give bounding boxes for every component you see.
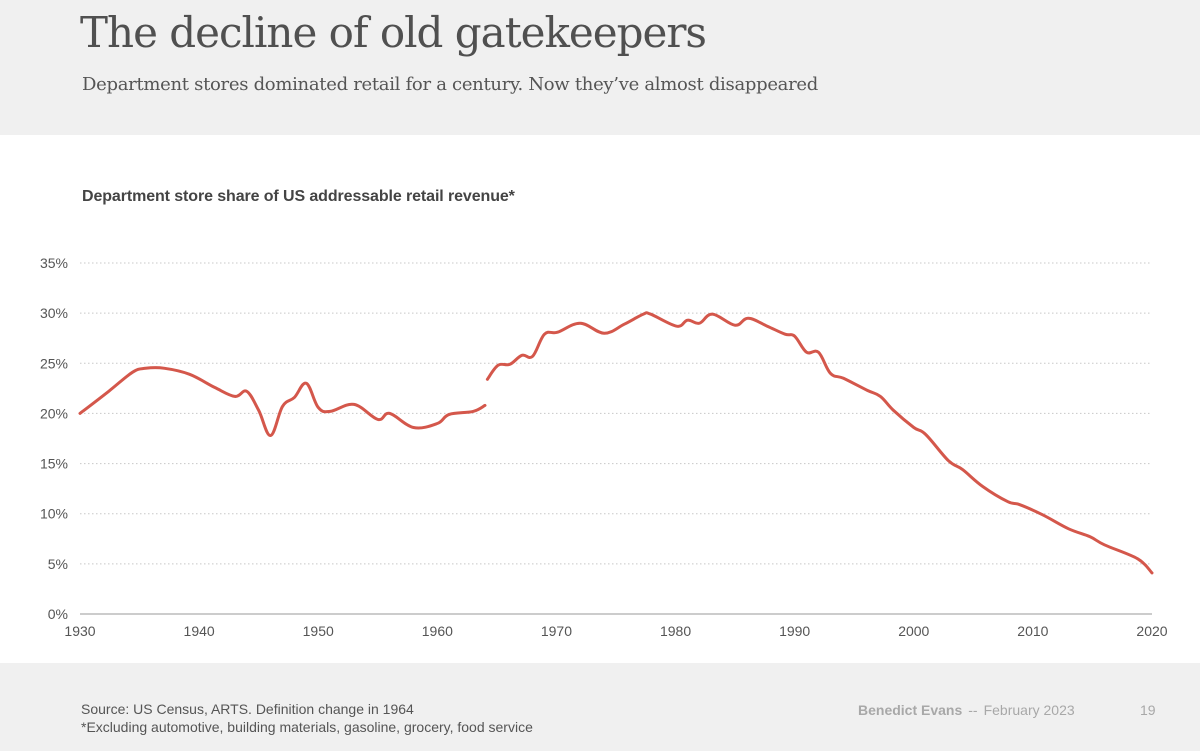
chart-panel: Department store share of US addressable… <box>0 135 1200 663</box>
x-tick-label: 1960 <box>422 623 453 639</box>
slide-footer: Source: US Census, ARTS. Definition chan… <box>0 663 1200 751</box>
y-axis-ticks: 0% 5% 10% 15% 20% 25% 30% 35% <box>40 255 68 622</box>
byline-separator: -- <box>968 702 978 718</box>
x-tick-label: 1930 <box>64 623 95 639</box>
y-tick-label: 20% <box>40 405 68 421</box>
source-text: Source: US Census, ARTS. Definition chan… <box>81 701 414 717</box>
y-tick-label: 30% <box>40 305 68 321</box>
y-tick-label: 5% <box>48 556 68 572</box>
slide-subtitle: Department stores dominated retail for a… <box>82 74 818 95</box>
x-tick-label: 2020 <box>1136 623 1167 639</box>
y-tick-label: 10% <box>40 506 68 522</box>
source-note: Source: US Census, ARTS. Definition chan… <box>81 700 533 736</box>
series-line-pre-1964 <box>78 366 487 437</box>
y-tick-label: 0% <box>48 606 68 622</box>
slide-header: The decline of old gatekeepers Departmen… <box>0 0 1200 135</box>
gridlines <box>80 262 1152 615</box>
y-tick-label: 25% <box>40 355 68 371</box>
x-axis-ticks: 1930 1940 1950 1960 1970 1980 1990 2000 2010 2020 <box>64 623 1167 639</box>
slide-title: The decline of old gatekeepers <box>80 8 707 57</box>
series-lines <box>78 311 1154 575</box>
line-chart: 0%5%10%15%20%25%30%35% 1930 1940 1950 1960 1… <box>40 255 1168 639</box>
publish-date: February 2023 <box>983 702 1075 718</box>
chart-title: Department store share of US addressable… <box>82 188 515 205</box>
x-tick-label: 1940 <box>184 623 215 639</box>
x-tick-label: 1980 <box>660 623 691 639</box>
author-name: Benedict Evans <box>858 702 963 718</box>
y-tick-label: 15% <box>40 456 68 472</box>
x-tick-label: 1990 <box>779 623 810 639</box>
page-number: 19 <box>1140 702 1156 718</box>
footnote-text: *Excluding automotive, building material… <box>81 719 533 735</box>
x-tick-label: 2010 <box>1017 623 1048 639</box>
byline: Benedict Evans -- February 2023 <box>858 702 1075 718</box>
x-tick-label: 1970 <box>541 623 572 639</box>
x-tick-label: 1950 <box>303 623 334 639</box>
series-line-post-1964 <box>485 311 1154 575</box>
y-tick-label: 35% <box>40 255 68 271</box>
x-tick-label: 2000 <box>898 623 929 639</box>
